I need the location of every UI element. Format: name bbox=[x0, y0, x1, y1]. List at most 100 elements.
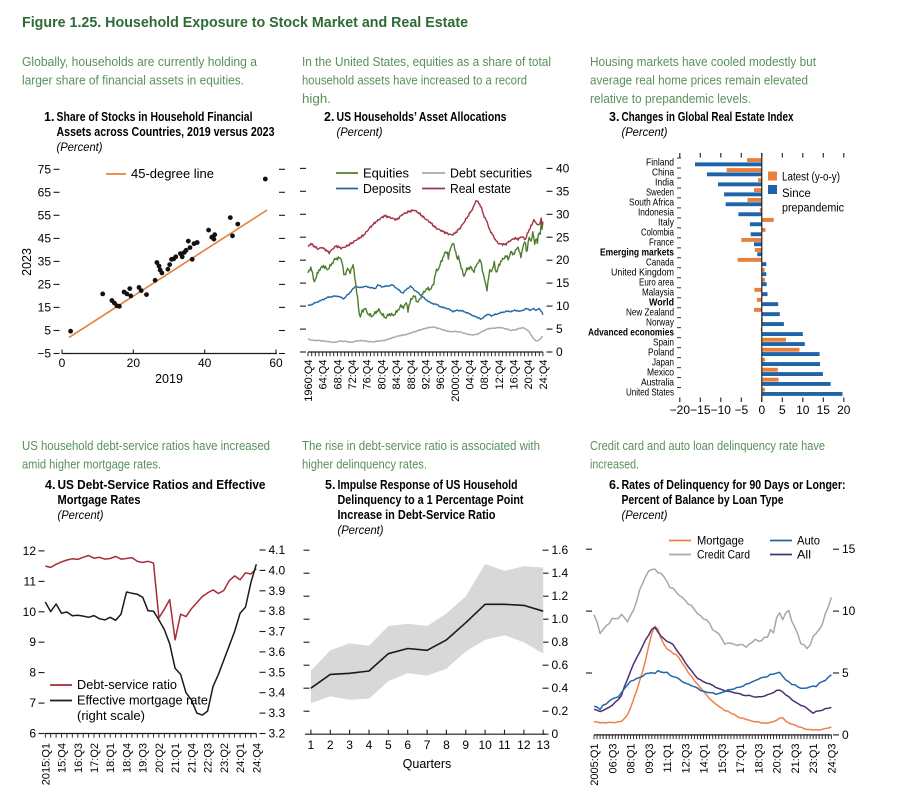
svg-text:US household debt-service rati: US household debt-service ratios have in… bbox=[22, 438, 270, 453]
svg-text:2005:Q1: 2005:Q1 bbox=[589, 744, 601, 786]
svg-text:Spain: Spain bbox=[653, 336, 674, 348]
svg-text:21:Q3: 21:Q3 bbox=[790, 744, 802, 774]
svg-text:United States: United States bbox=[626, 386, 674, 398]
svg-text:15: 15 bbox=[842, 542, 856, 556]
svg-text:3.9: 3.9 bbox=[269, 584, 286, 598]
svg-text:35: 35 bbox=[556, 184, 570, 198]
svg-text:0: 0 bbox=[552, 727, 559, 741]
svg-text:0: 0 bbox=[59, 356, 66, 370]
svg-text:5: 5 bbox=[44, 323, 51, 337]
svg-text:Norway: Norway bbox=[646, 316, 675, 328]
svg-text:3.3: 3.3 bbox=[269, 706, 286, 720]
svg-text:Sweden: Sweden bbox=[646, 187, 674, 199]
svg-text:09:Q3: 09:Q3 bbox=[644, 744, 656, 774]
svg-text:23:Q1: 23:Q1 bbox=[808, 744, 820, 774]
svg-text:increased.: increased. bbox=[590, 457, 639, 472]
svg-text:3.7: 3.7 bbox=[269, 625, 286, 639]
svg-text:average real home prices remai: average real home prices remain elevated bbox=[590, 73, 808, 88]
svg-text:08:Q1: 08:Q1 bbox=[626, 744, 638, 774]
svg-text:Finland: Finland bbox=[646, 157, 674, 169]
svg-text:2.: 2. bbox=[324, 110, 334, 124]
svg-text:(Percent): (Percent) bbox=[58, 508, 104, 522]
svg-text:06:Q3: 06:Q3 bbox=[607, 744, 619, 774]
svg-text:Effective mortgage rate: Effective mortgage rate bbox=[77, 694, 208, 708]
svg-text:(Percent): (Percent) bbox=[337, 125, 383, 139]
svg-text:15: 15 bbox=[817, 403, 831, 417]
svg-text:2023: 2023 bbox=[20, 248, 34, 276]
svg-text:0.2: 0.2 bbox=[552, 704, 569, 718]
svg-text:2015:Q1: 2015:Q1 bbox=[40, 743, 52, 785]
svg-text:(Percent): (Percent) bbox=[622, 508, 668, 522]
svg-text:12:Q3: 12:Q3 bbox=[680, 744, 692, 774]
svg-text:35: 35 bbox=[38, 254, 52, 268]
svg-text:Credit card and auto loan deli: Credit card and auto loan delinquency ra… bbox=[590, 438, 825, 453]
svg-text:88:Q4: 88:Q4 bbox=[406, 360, 418, 390]
svg-text:25: 25 bbox=[556, 230, 570, 244]
svg-text:60: 60 bbox=[269, 356, 283, 370]
svg-text:24:Q4: 24:Q4 bbox=[538, 360, 550, 390]
svg-text:Italy: Italy bbox=[658, 217, 675, 229]
svg-text:2000:Q4: 2000:Q4 bbox=[450, 360, 462, 402]
svg-text:0: 0 bbox=[758, 403, 765, 417]
svg-text:Deposits: Deposits bbox=[363, 182, 411, 196]
svg-text:0.6: 0.6 bbox=[552, 658, 569, 672]
svg-text:Advanced economies: Advanced economies bbox=[588, 326, 674, 338]
svg-text:Share of Stocks in Household F: Share of Stocks in Household Financial bbox=[57, 110, 253, 124]
svg-text:96:Q4: 96:Q4 bbox=[435, 360, 447, 390]
svg-text:20: 20 bbox=[127, 356, 141, 370]
svg-text:4.: 4. bbox=[45, 478, 55, 492]
svg-text:United Kingdom: United Kingdom bbox=[611, 267, 674, 279]
svg-text:5.: 5. bbox=[325, 478, 335, 492]
svg-text:15:Q4: 15:Q4 bbox=[57, 743, 69, 773]
svg-text:Poland: Poland bbox=[648, 346, 674, 358]
svg-text:larger share of financial asse: larger share of financial assets in equi… bbox=[22, 73, 244, 88]
svg-text:1960:Q4: 1960:Q4 bbox=[303, 360, 315, 402]
svg-text:China: China bbox=[652, 167, 674, 179]
svg-text:25: 25 bbox=[38, 277, 52, 291]
svg-text:Mortgage Rates: Mortgage Rates bbox=[58, 493, 141, 507]
svg-text:20: 20 bbox=[556, 253, 570, 267]
svg-text:11:Q1: 11:Q1 bbox=[662, 744, 674, 773]
svg-text:relative to prepandemic levels: relative to prepandemic levels. bbox=[590, 91, 751, 106]
svg-text:World: World bbox=[649, 296, 674, 308]
svg-text:Changes in Global Real Estate: Changes in Global Real Estate Index bbox=[622, 110, 794, 124]
svg-text:−5: −5 bbox=[37, 347, 51, 361]
svg-text:17:Q2: 17:Q2 bbox=[89, 743, 101, 773]
svg-text:France: France bbox=[649, 237, 674, 249]
svg-text:Malaysia: Malaysia bbox=[642, 286, 674, 298]
svg-text:The rise in debt-service ratio: The rise in debt-service ratio is associ… bbox=[302, 438, 540, 453]
svg-text:15: 15 bbox=[38, 300, 52, 314]
svg-text:New Zealand: New Zealand bbox=[626, 306, 674, 318]
svg-text:South Africa: South Africa bbox=[629, 197, 674, 209]
svg-text:Real estate: Real estate bbox=[450, 182, 511, 196]
svg-text:45-degree line: 45-degree line bbox=[131, 167, 214, 181]
svg-text:9: 9 bbox=[29, 635, 36, 649]
svg-text:4: 4 bbox=[366, 738, 373, 752]
svg-text:−15: −15 bbox=[690, 403, 711, 417]
svg-text:Mortgage: Mortgage bbox=[697, 534, 744, 548]
svg-text:22:Q3: 22:Q3 bbox=[203, 743, 215, 773]
svg-text:1: 1 bbox=[308, 738, 315, 752]
svg-text:15:Q3: 15:Q3 bbox=[717, 744, 729, 774]
svg-text:08:Q4: 08:Q4 bbox=[479, 360, 491, 390]
svg-text:20:Q4: 20:Q4 bbox=[523, 360, 535, 390]
svg-text:5: 5 bbox=[779, 403, 786, 417]
svg-text:68:Q4: 68:Q4 bbox=[332, 360, 344, 390]
svg-text:Debt securities: Debt securities bbox=[450, 167, 532, 181]
svg-text:Credit Card: Credit Card bbox=[697, 548, 750, 562]
svg-text:0.4: 0.4 bbox=[552, 681, 569, 695]
svg-text:18:Q3: 18:Q3 bbox=[753, 744, 765, 774]
svg-text:20: 20 bbox=[837, 403, 851, 417]
svg-text:21:Q1: 21:Q1 bbox=[170, 743, 182, 773]
svg-text:21:Q4: 21:Q4 bbox=[186, 743, 198, 773]
svg-text:10: 10 bbox=[23, 605, 37, 619]
svg-text:0.8: 0.8 bbox=[552, 635, 569, 649]
svg-text:0: 0 bbox=[842, 728, 849, 742]
svg-text:Mexico: Mexico bbox=[647, 366, 674, 378]
svg-text:23:Q2: 23:Q2 bbox=[219, 743, 231, 773]
svg-text:Australia: Australia bbox=[641, 376, 674, 388]
svg-text:household assets have increase: household assets have increased to a rec… bbox=[302, 73, 527, 88]
svg-text:76:Q4: 76:Q4 bbox=[362, 360, 374, 390]
svg-text:5: 5 bbox=[556, 322, 563, 336]
svg-text:Japan: Japan bbox=[652, 356, 674, 368]
